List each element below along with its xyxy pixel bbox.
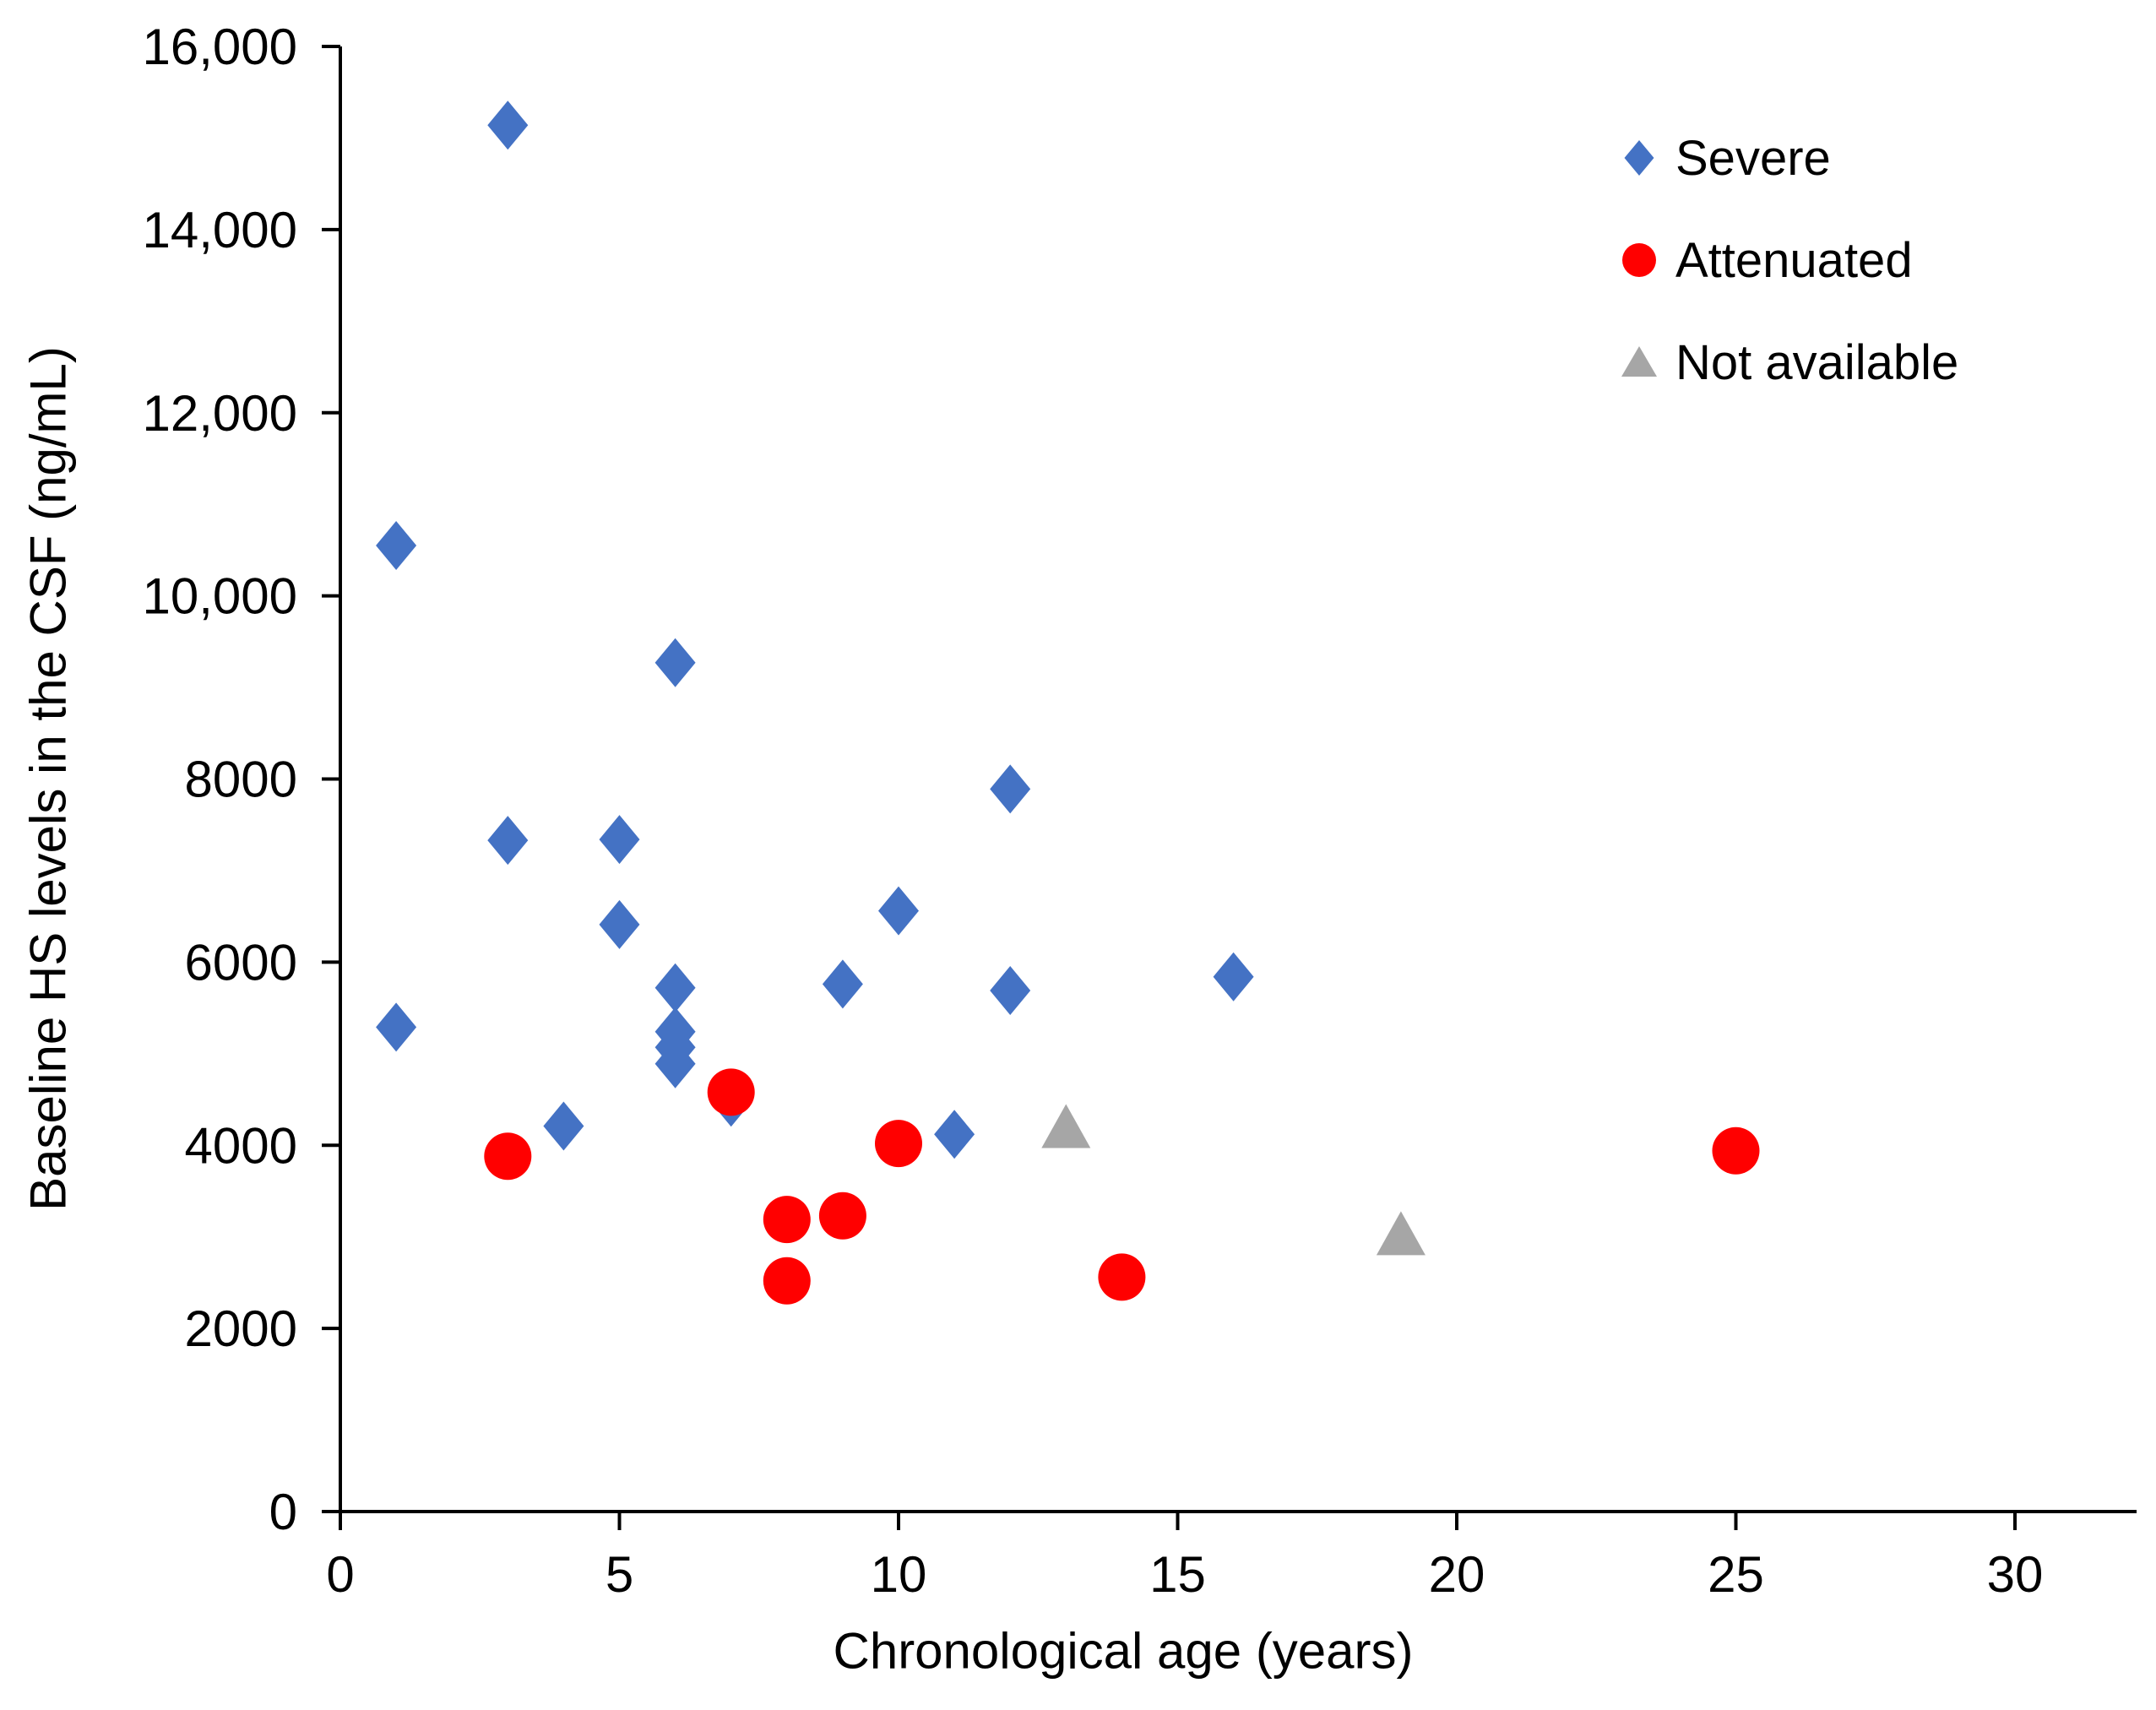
x-tick-label: 25 — [1708, 1546, 1764, 1603]
data-point-not-available — [1041, 1104, 1091, 1148]
data-point-severe — [654, 963, 696, 1012]
data-point-attenuated — [1098, 1253, 1146, 1301]
y-tick-label: 2000 — [185, 1300, 297, 1357]
y-tick-label: 14,000 — [142, 202, 297, 258]
x-tick-label: 20 — [1429, 1546, 1485, 1603]
data-point-attenuated — [484, 1132, 532, 1181]
data-point-severe — [654, 638, 696, 687]
data-point-severe — [599, 815, 640, 865]
x-tick-label: 15 — [1149, 1546, 1206, 1603]
y-tick-label: 16,000 — [142, 19, 297, 75]
legend-label-severe: Severe — [1675, 130, 1831, 186]
y-tick-label: 0 — [269, 1484, 297, 1540]
data-point-severe — [487, 100, 529, 150]
data-point-attenuated — [763, 1257, 811, 1305]
data-point-not-available — [1376, 1211, 1426, 1256]
attenuated-circle-icon — [1622, 243, 1656, 277]
data-point-attenuated — [1712, 1126, 1760, 1175]
y-tick-label: 10,000 — [142, 568, 297, 625]
y-tick-label: 8000 — [185, 752, 297, 808]
severe-diamond-icon — [1624, 140, 1654, 176]
data-point-severe — [543, 1101, 584, 1151]
x-axis-title: Chronological age (years) — [833, 1622, 1414, 1680]
data-point-severe — [990, 764, 1031, 814]
x-tick-label: 10 — [871, 1546, 927, 1603]
x-tick-label: 30 — [1987, 1546, 2044, 1603]
data-point-attenuated — [875, 1120, 922, 1168]
legend-item-severe: Severe — [1610, 124, 1831, 192]
data-point-severe — [599, 899, 640, 949]
legend-label-attenuated: Attenuated — [1675, 232, 1913, 288]
data-point-severe — [1213, 952, 1254, 1002]
data-point-severe — [990, 965, 1031, 1015]
legend-label-not-available: Not available — [1675, 334, 1959, 390]
x-tick-label: 0 — [326, 1546, 354, 1603]
data-point-severe — [822, 959, 863, 1009]
x-tick-label: 5 — [606, 1546, 633, 1603]
data-point-attenuated — [818, 1192, 866, 1240]
data-point-attenuated — [763, 1196, 811, 1244]
y-tick-label: 6000 — [185, 934, 297, 991]
y-axis-title: Baseline HS levels in the CSF (ng/mL) — [19, 346, 77, 1211]
data-point-severe — [934, 1110, 975, 1159]
legend-item-attenuated: Attenuated — [1610, 226, 1913, 294]
legend-item-not-available: Not available — [1610, 328, 1958, 396]
data-point-severe — [878, 886, 919, 936]
data-point-severe — [654, 1039, 696, 1088]
y-tick-label: 4000 — [185, 1117, 297, 1174]
data-point-severe — [376, 1002, 417, 1052]
data-point-severe — [376, 520, 417, 570]
y-tick-label: 12,000 — [142, 385, 297, 442]
data-point-severe — [487, 816, 529, 866]
not-available-triangle-icon — [1621, 346, 1657, 377]
data-point-attenuated — [707, 1068, 755, 1116]
